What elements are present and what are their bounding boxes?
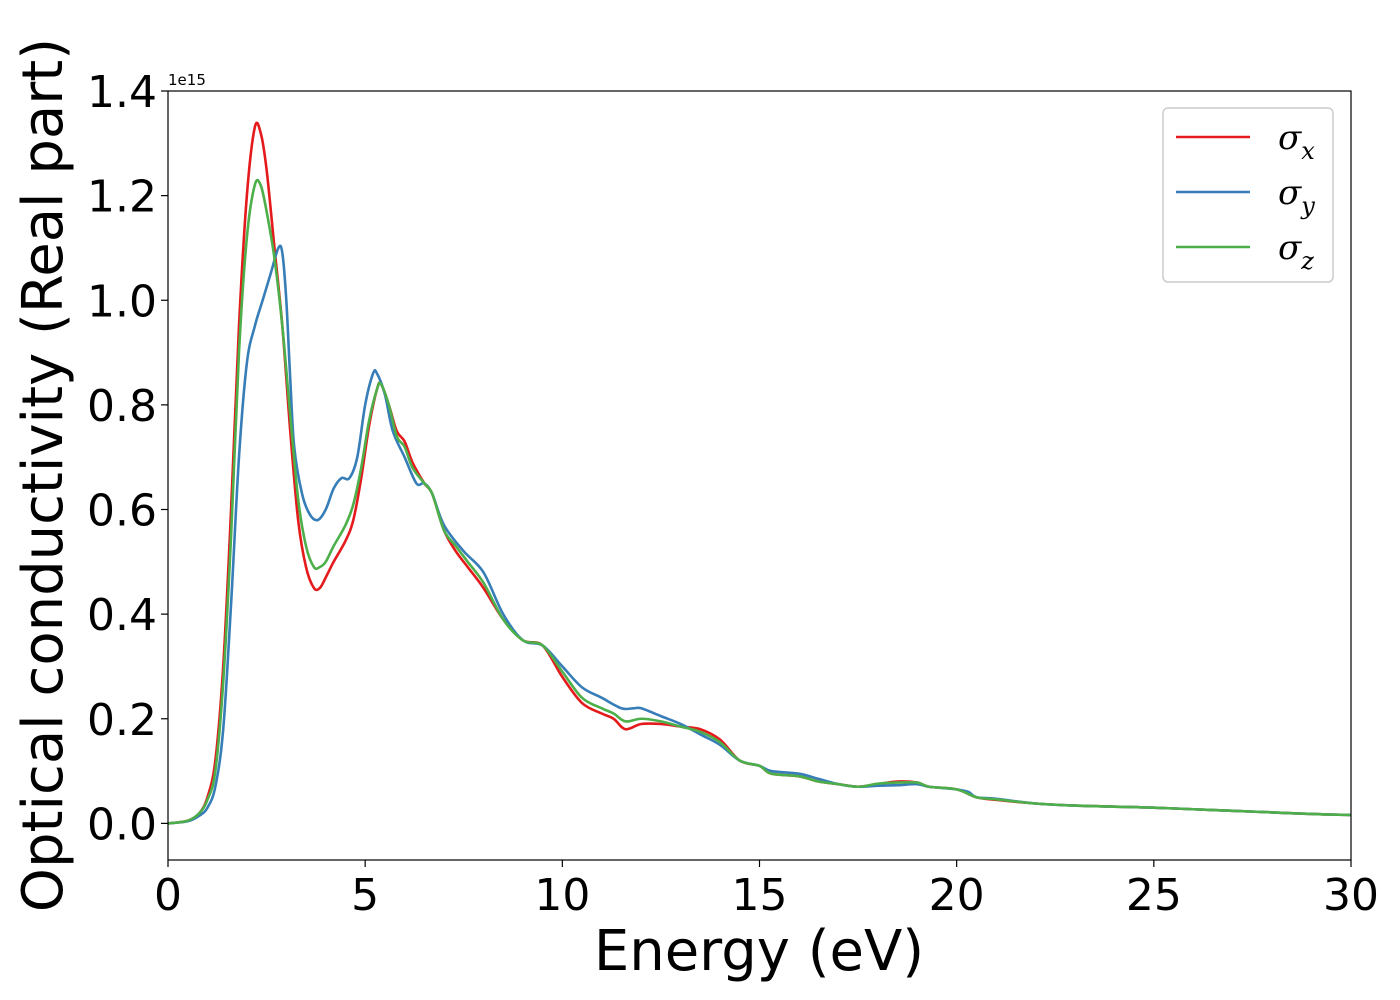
y-tick-label: 0.4	[87, 590, 157, 641]
x-tick-label: 5	[351, 870, 379, 921]
y-axis-ticks: 0.0 0.2 0.4 0.6 0.8 1.0 1.2 1.4	[87, 67, 168, 850]
legend-box	[1162, 107, 1334, 283]
x-tick-label: 20	[929, 870, 985, 921]
y-tick-label: 0.0	[87, 799, 157, 850]
x-axis-title: Energy (eV)	[594, 919, 924, 984]
y-tick-label: 1.4	[87, 67, 157, 118]
x-tick-label: 10	[534, 870, 590, 921]
y-tick-label: 0.2	[87, 695, 157, 746]
x-tick-label: 25	[1126, 870, 1182, 921]
x-tick-label: 30	[1323, 870, 1379, 921]
y-tick-label: 0.8	[87, 381, 157, 432]
series-line-z	[167, 178, 1352, 825]
y-offset-label: 1e15	[168, 71, 206, 89]
y-tick-label: 0.6	[87, 486, 157, 537]
x-tick-label: 15	[732, 870, 788, 921]
series-layer	[167, 121, 1352, 825]
x-tick-label: 0	[154, 870, 182, 921]
x-axis-ticks: 0 5 10 15 20 25 30	[154, 860, 1379, 921]
y-tick-label: 1.2	[87, 172, 157, 223]
y-axis-title: Optical conductivity (Real part)	[11, 38, 76, 912]
y-tick-label: 1.0	[87, 276, 157, 327]
